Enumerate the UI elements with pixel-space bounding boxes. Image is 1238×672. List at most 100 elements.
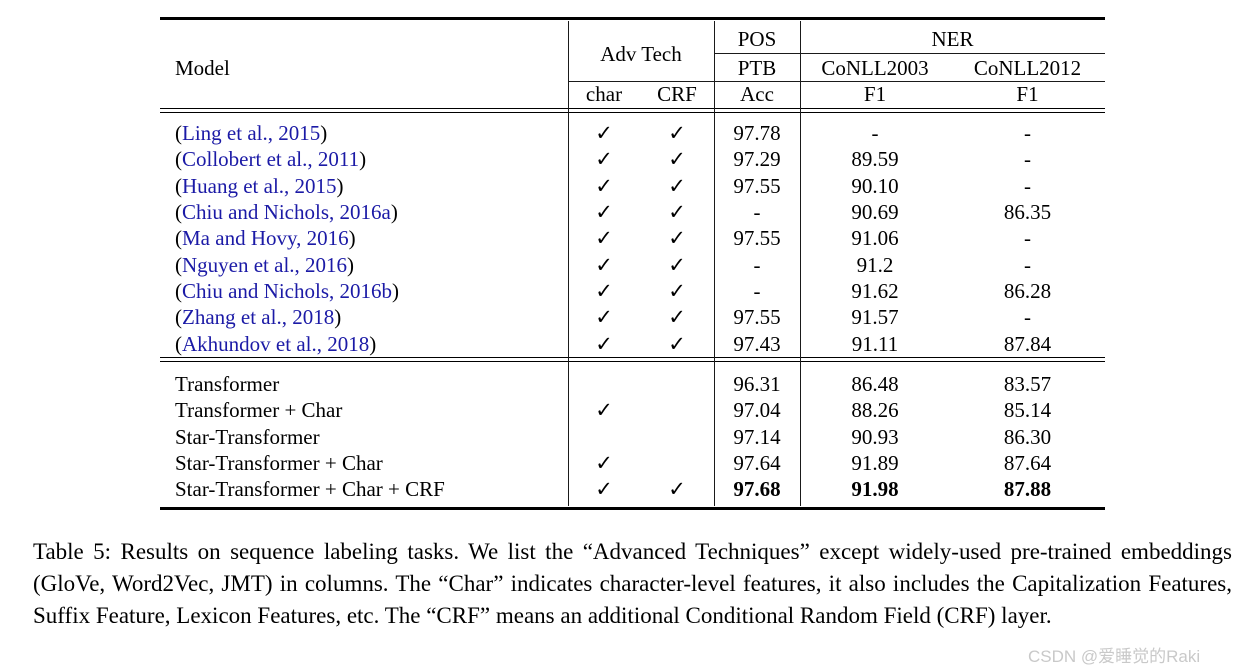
citation-link[interactable]: Nguyen et al., 2016 (182, 252, 348, 277)
citation-paren: ( (175, 200, 182, 225)
conll2003-f1-cell: - (871, 121, 879, 145)
model-cell: Transformer (175, 372, 280, 396)
citation-paren: ) (369, 331, 377, 356)
citation-paren: ) (347, 252, 355, 277)
col-header-char: char (585, 82, 623, 106)
col-header-adv-tech: Adv Tech (600, 42, 682, 66)
col-header-f1-2003: F1 (863, 82, 887, 106)
citation-paren: ( (175, 121, 182, 145)
table-row: (Akhundov et al., 2018) ✓ ✓ 97.43 91.11 … (160, 331, 1105, 357)
table-row: Star-Transformer + Char ✓ 97.64 91.89 87… (160, 450, 1105, 476)
char-check-cell: ✓ (595, 477, 613, 502)
citation-paren: ( (175, 331, 182, 356)
char-check-cell: ✓ (595, 398, 613, 423)
citation-paren: ) (392, 279, 399, 304)
char-check-cell: ✓ (595, 331, 613, 356)
conll2003-f1-cell: 86.48 (851, 372, 899, 396)
conll2003-f1-cell: 91.98 (851, 477, 899, 502)
conll2003-f1-cell: 90.69 (851, 200, 899, 225)
crf-check-cell (640, 371, 714, 397)
citation-paren: ) (336, 173, 344, 198)
model-cell: (Huang et al., 2015) (160, 173, 568, 199)
pos-acc-cell: 97.04 (733, 398, 781, 423)
conll2003-f1-cell: 91.11 (851, 331, 899, 356)
conll2012-f1-cell: - (1024, 121, 1031, 145)
header-bottom-rule (160, 108, 1105, 113)
citation-paren: ) (320, 121, 328, 145)
table-bottom-rule (160, 507, 1105, 510)
char-check-cell: ✓ (595, 147, 613, 172)
model-cell: (Ling et al., 2015) (160, 120, 568, 146)
col-header-ptb: PTB (737, 56, 777, 80)
crf-check-cell (640, 450, 714, 476)
vline-advtech-pos (714, 21, 716, 506)
model-cell: Transformer + Char (175, 398, 343, 423)
citation-link[interactable]: Ma and Hovy, 2016 (182, 226, 349, 251)
table-caption: Table 5: Results on sequence labeling ta… (33, 539, 1232, 628)
citation-paren: ) (390, 200, 398, 225)
crf-check-cell: ✓ (668, 121, 686, 145)
conll2012-f1-cell: 87.84 (1003, 331, 1052, 356)
conll2003-f1-cell: 91.06 (851, 226, 899, 251)
conll2012-f1-cell: - (1024, 252, 1031, 277)
citation-link[interactable]: Akhundov et al., 2018 (182, 331, 370, 356)
citation-paren: ( (175, 279, 182, 304)
results-table: Model Adv Tech POS NER PTB CoNLL2003 CoN… (160, 17, 1105, 511)
pos-acc-cell: 97.43 (733, 331, 781, 356)
pos-acc-cell: - (753, 252, 761, 277)
model-cell: (Chiu and Nichols, 2016b) (160, 278, 568, 304)
citation-link[interactable]: Huang et al., 2015 (182, 173, 337, 198)
table-row: (Chiu and Nichols, 2016b) ✓ ✓ - 91.62 86… (160, 278, 1105, 304)
col-header-conll2012: CoNLL2012 (973, 56, 1082, 80)
table-row: Transformer + Char ✓ 97.04 88.26 85.14 (160, 397, 1105, 423)
conll2012-f1-cell: - (1024, 226, 1031, 251)
model-cell: Star-Transformer + Char + CRF (175, 477, 445, 502)
crf-check-cell: ✓ (668, 173, 686, 198)
conll2003-f1-cell: 88.26 (851, 398, 899, 423)
citation-paren: ( (175, 252, 182, 277)
col-header-f1-2012: F1 (1016, 82, 1039, 106)
group-separator-rule (160, 357, 1105, 362)
conll2012-f1-cell: 86.28 (1003, 279, 1052, 304)
conll2012-f1-cell: 86.35 (1003, 200, 1052, 225)
model-cell: (Zhang et al., 2018) (160, 304, 568, 330)
table-row: (Ma and Hovy, 2016) ✓ ✓ 97.55 91.06 - (160, 225, 1105, 251)
citation-link[interactable]: Collobert et al., 2011 (182, 147, 360, 172)
crf-check-cell (640, 397, 714, 423)
citation-paren: ( (175, 305, 182, 330)
conll2012-f1-cell: - (1024, 147, 1031, 172)
hline-above-subheader (568, 81, 1105, 83)
char-check-cell: ✓ (595, 226, 613, 251)
model-cell: (Nguyen et al., 2016) (160, 252, 568, 278)
col-header-crf: CRF (657, 82, 697, 106)
crf-check-cell: ✓ (668, 477, 686, 502)
pos-acc-cell: 97.29 (733, 147, 781, 172)
conll2003-f1-cell: 91.62 (851, 279, 899, 304)
conll2003-f1-cell: 91.89 (851, 451, 899, 476)
table-group-this-work: Transformer 96.31 86.48 83.57 Transforme… (160, 371, 1105, 503)
table-row: (Chiu and Nichols, 2016a) ✓ ✓ - 90.69 86… (160, 199, 1105, 225)
table-row-best: Star-Transformer + Char + CRF ✓ ✓ 97.68 … (160, 476, 1105, 502)
table-row: (Zhang et al., 2018) ✓ ✓ 97.55 91.57 - (160, 304, 1105, 330)
col-header-model: Model (175, 56, 230, 80)
conll2012-f1-cell: 86.30 (1003, 424, 1052, 449)
conll2003-f1-cell: 90.10 (851, 173, 899, 198)
pos-acc-cell: - (753, 279, 761, 304)
citation-paren: ( (175, 226, 182, 251)
model-cell: (Akhundov et al., 2018) (160, 331, 568, 357)
citation-link[interactable]: Zhang et al., 2018 (182, 305, 335, 330)
conll2012-f1-cell: 83.57 (1003, 372, 1052, 396)
col-header-acc: Acc (740, 82, 774, 106)
crf-check-cell: ✓ (668, 252, 686, 277)
model-cell: (Ma and Hovy, 2016) (160, 225, 568, 251)
conll2003-f1-cell: 90.93 (851, 424, 899, 449)
citation-link[interactable]: Chiu and Nichols, 2016a (182, 200, 391, 225)
conll2003-f1-cell: 89.59 (851, 147, 899, 172)
table-row: Star-Transformer 97.14 90.93 86.30 (160, 424, 1105, 450)
model-cell: Star-Transformer + Char (175, 451, 383, 476)
citation-link[interactable]: Ling et al., 2015 (182, 121, 321, 145)
citation-link[interactable]: Chiu and Nichols, 2016b (182, 279, 392, 304)
table-row: Transformer 96.31 86.48 83.57 (160, 371, 1105, 397)
conll2012-f1-cell: - (1024, 173, 1031, 198)
